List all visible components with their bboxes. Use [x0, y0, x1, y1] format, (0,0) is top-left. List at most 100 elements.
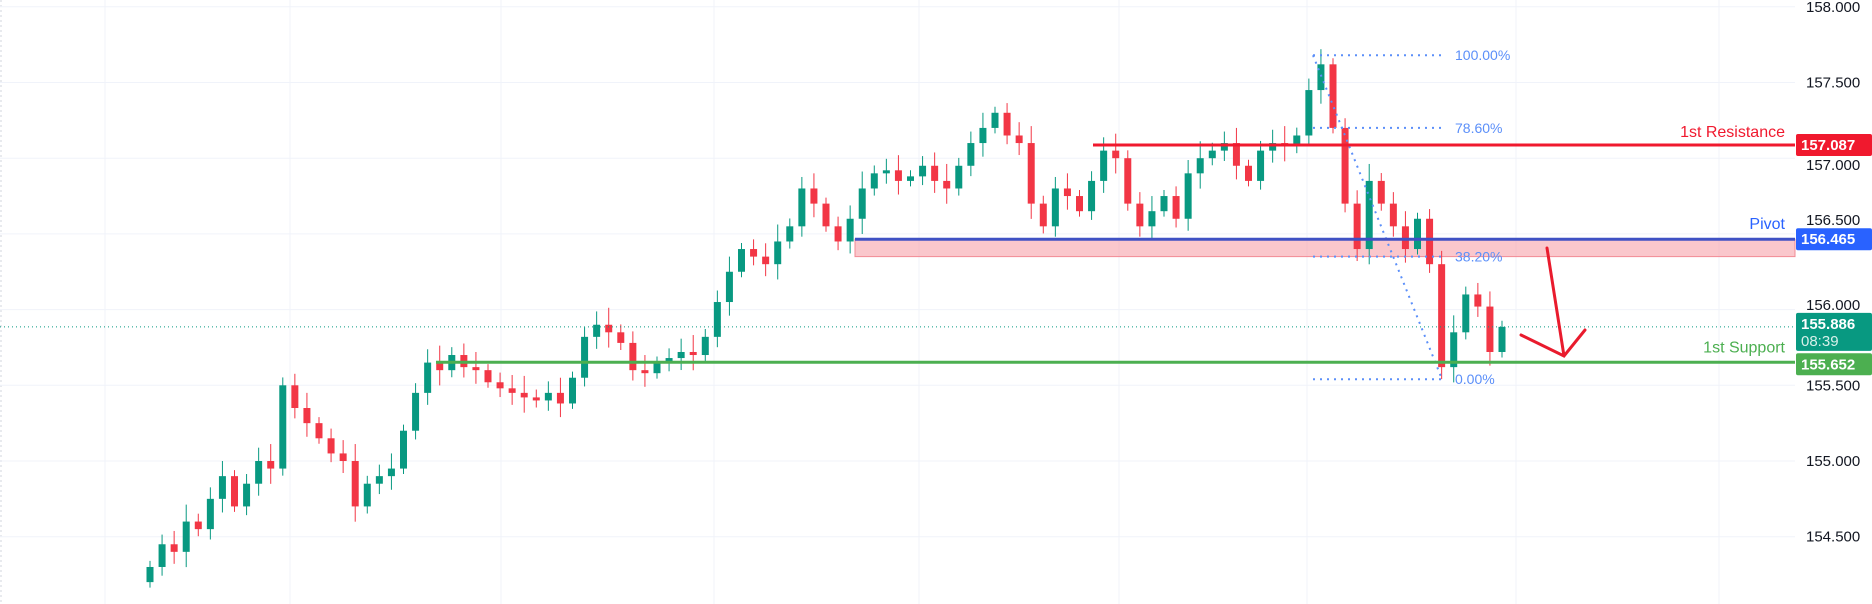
candle-body: [1039, 203, 1047, 227]
candles: [146, 49, 1506, 588]
candle-body: [1450, 332, 1458, 368]
candle: [243, 474, 251, 516]
candle-body: [581, 336, 589, 378]
price-axis-tick: 155.500: [1806, 377, 1860, 394]
candle-body: [786, 226, 794, 242]
fib-level-label: 78.60%: [1455, 120, 1502, 136]
candle: [979, 112, 987, 157]
pivot-price-tag: [1796, 228, 1872, 251]
price-axis-tick: 158.000: [1806, 0, 1860, 16]
candle-body: [943, 180, 951, 189]
candle-body: [194, 521, 202, 530]
candle: [1063, 173, 1071, 210]
candle-body: [641, 370, 649, 374]
resistance-price-tag: [1796, 134, 1872, 157]
candle-body: [1136, 203, 1144, 227]
candle-body: [1112, 150, 1120, 159]
candle: [484, 364, 492, 388]
candle: [1172, 186, 1180, 228]
candle-body: [1389, 203, 1397, 227]
down-arrow-icon[interactable]: [1519, 246, 1587, 358]
candle: [641, 355, 649, 387]
candle-body: [279, 385, 287, 469]
candle-body: [231, 476, 238, 507]
candle: [508, 375, 516, 405]
support-label: 1st Support: [1703, 339, 1785, 356]
candle: [907, 170, 914, 187]
pivot-zone: [854, 238, 1796, 258]
candle: [1474, 282, 1482, 317]
price-axis-tick: 155.000: [1806, 453, 1860, 470]
candle: [1184, 160, 1192, 231]
candle-body: [218, 476, 226, 499]
candle-body: [412, 392, 420, 431]
candle-body: [738, 249, 745, 272]
candle: [834, 216, 842, 251]
candle-body: [243, 483, 251, 507]
candle: [532, 389, 540, 408]
candle: [206, 487, 214, 540]
candle: [810, 173, 818, 218]
candle: [822, 197, 830, 232]
candle: [1136, 192, 1144, 237]
candle: [218, 461, 226, 513]
candle: [1377, 173, 1385, 211]
pivot-price-tag-text: 156.465: [1801, 231, 1855, 248]
candle: [460, 343, 468, 378]
candle: [1027, 126, 1035, 219]
candle: [158, 534, 166, 576]
candle-body: [436, 362, 444, 371]
candle: [569, 371, 576, 409]
candle: [412, 383, 420, 440]
candle-body: [1414, 218, 1421, 250]
candle-body: [593, 324, 601, 337]
price-axis-tick: 156.500: [1806, 212, 1860, 229]
candle: [1341, 118, 1349, 213]
current-price-tag: [1796, 312, 1872, 351]
candle-body: [1257, 150, 1265, 181]
candle-body: [677, 351, 685, 359]
candle: [858, 171, 866, 235]
candle-body: [907, 176, 914, 181]
candle: [1100, 137, 1108, 193]
candle-body: [375, 476, 383, 484]
fibonacci-retracement[interactable]: 100.00% 78.60% 38.20% 0.00%: [1312, 47, 1510, 387]
candle: [665, 348, 673, 372]
candle-body: [919, 165, 927, 177]
candle-body: [424, 362, 432, 393]
candle: [894, 155, 902, 195]
candle-body: [798, 188, 806, 227]
candle: [617, 324, 625, 350]
candle-body: [1172, 196, 1180, 219]
candle-body: [762, 256, 770, 265]
candle-body: [1498, 326, 1506, 352]
candle-body: [1329, 64, 1337, 128]
price-axis[interactable]: 158.000 157.500 157.000 156.500 156.000 155.5…: [1806, 0, 1860, 546]
candle: [1293, 127, 1301, 154]
candle-body: [472, 367, 480, 371]
candle-body: [629, 342, 637, 371]
candle-body: [1293, 135, 1301, 147]
candle: [387, 453, 395, 490]
candle-body: [520, 392, 528, 398]
candle: [1257, 140, 1265, 190]
candle-body: [1220, 143, 1228, 151]
price-axis-tick: 154.500: [1806, 529, 1860, 546]
grid: [0, 0, 1795, 604]
candle-body: [255, 461, 263, 484]
candle: [556, 377, 564, 418]
candle-body: [363, 483, 371, 507]
candle: [231, 470, 238, 512]
candle-body: [822, 203, 830, 227]
price-axis-tick: 157.000: [1806, 157, 1860, 174]
candle-body: [351, 461, 359, 507]
candle: [400, 424, 407, 475]
candle-body: [834, 226, 842, 242]
candle-body: [1027, 143, 1035, 204]
candle-body: [882, 170, 890, 174]
candle: [581, 327, 589, 387]
candle-body: [1245, 165, 1252, 181]
candle-body: [810, 188, 818, 204]
candle: [339, 440, 347, 473]
